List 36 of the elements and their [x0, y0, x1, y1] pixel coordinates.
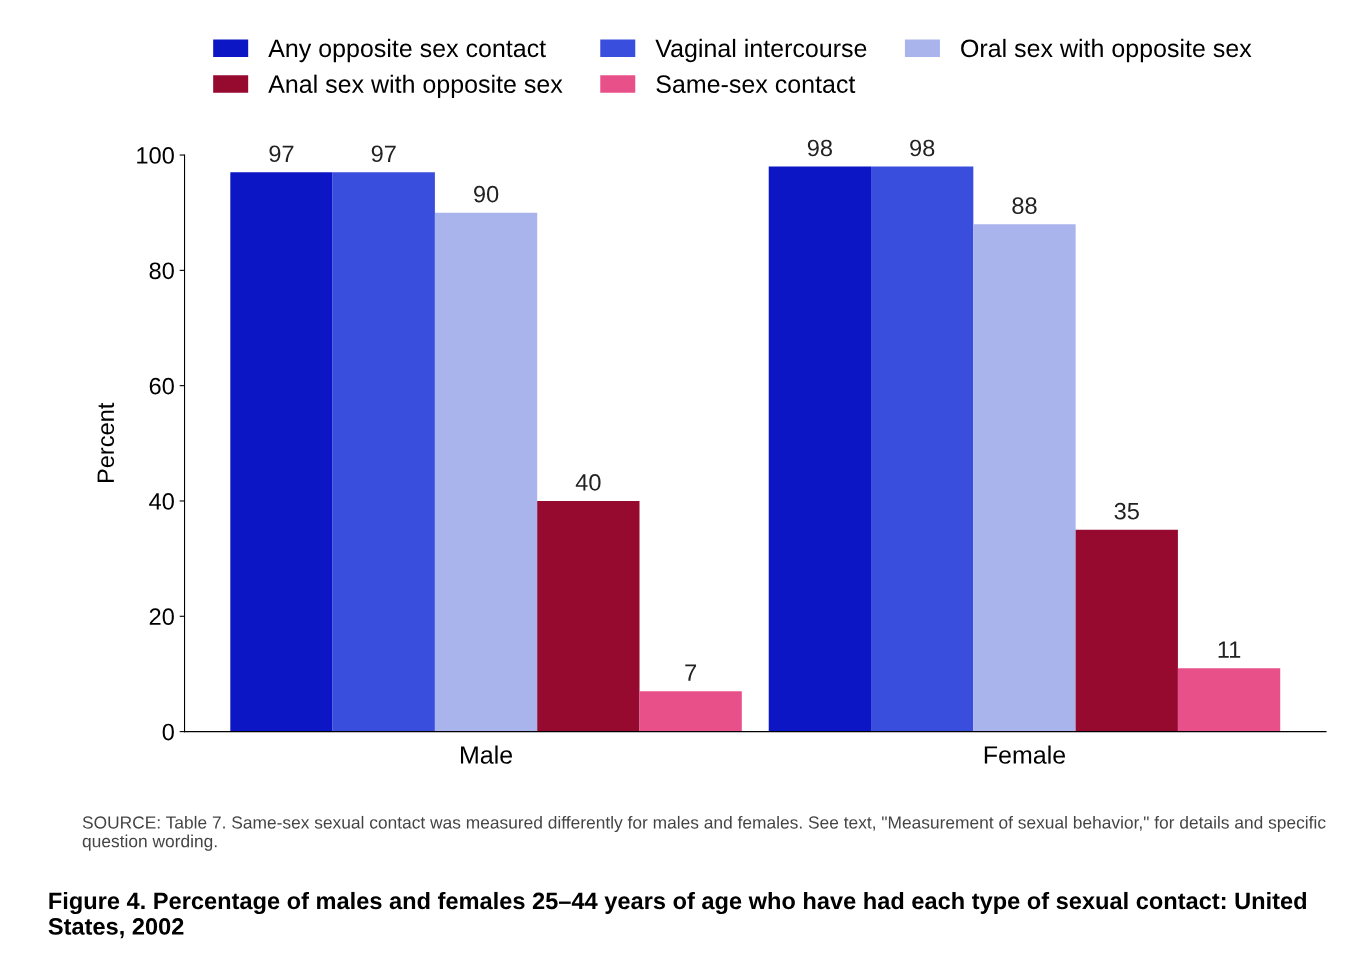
- data-label: 90: [474, 185, 499, 203]
- y-tick-label: 20: [149, 608, 174, 626]
- legend-label: Anal sex with opposite sex: [268, 74, 563, 98]
- bar: [768, 166, 872, 732]
- bar: [332, 172, 435, 732]
- x-tick-label: Female: [984, 745, 1066, 764]
- y-axis-title: Percent: [97, 402, 115, 483]
- data-label: 35: [1114, 502, 1139, 520]
- bar: [639, 691, 742, 732]
- data-label: 11: [1218, 641, 1241, 658]
- source-note: SOURCE: Table 7. Same-sex sexual contact was measured differently for males and females. See text, "Measurement of sexual behavior," for details and specific question wording.: [82, 815, 1326, 851]
- legend-label: Vaginal intercourse: [655, 38, 867, 63]
- y-tick-label: 80: [149, 262, 174, 280]
- data-label: 7: [685, 664, 697, 681]
- data-label: 88: [1012, 197, 1037, 214]
- y-tick-label: 100: [137, 147, 174, 164]
- data-label: 97: [371, 145, 396, 163]
- legend-label: Any opposite sex contact: [268, 38, 546, 63]
- bar: [434, 212, 538, 732]
- x-tick-label: Male: [461, 745, 513, 764]
- bar: [537, 500, 640, 732]
- bar: [973, 224, 1076, 732]
- data-label: 98: [910, 139, 935, 157]
- y-tick-label: 60: [149, 377, 174, 395]
- data-label: 40: [575, 474, 601, 491]
- y-tick-label: 40: [149, 493, 174, 510]
- bar: [230, 172, 333, 732]
- data-label: 97: [269, 145, 294, 163]
- data-label: 98: [807, 139, 832, 157]
- y-tick-label: 0: [162, 723, 174, 741]
- bar: [1177, 668, 1281, 732]
- legend-label: Oral sex with opposite sex: [961, 38, 1252, 63]
- text: Figure 4. Percentage of males and females 25–44 years of age who have had each type of sexual contact: United States, 2002: [48, 891, 1306, 939]
- bar: [1075, 529, 1178, 732]
- legend-label: Same-sex contact: [656, 75, 856, 94]
- bar: [871, 166, 974, 732]
